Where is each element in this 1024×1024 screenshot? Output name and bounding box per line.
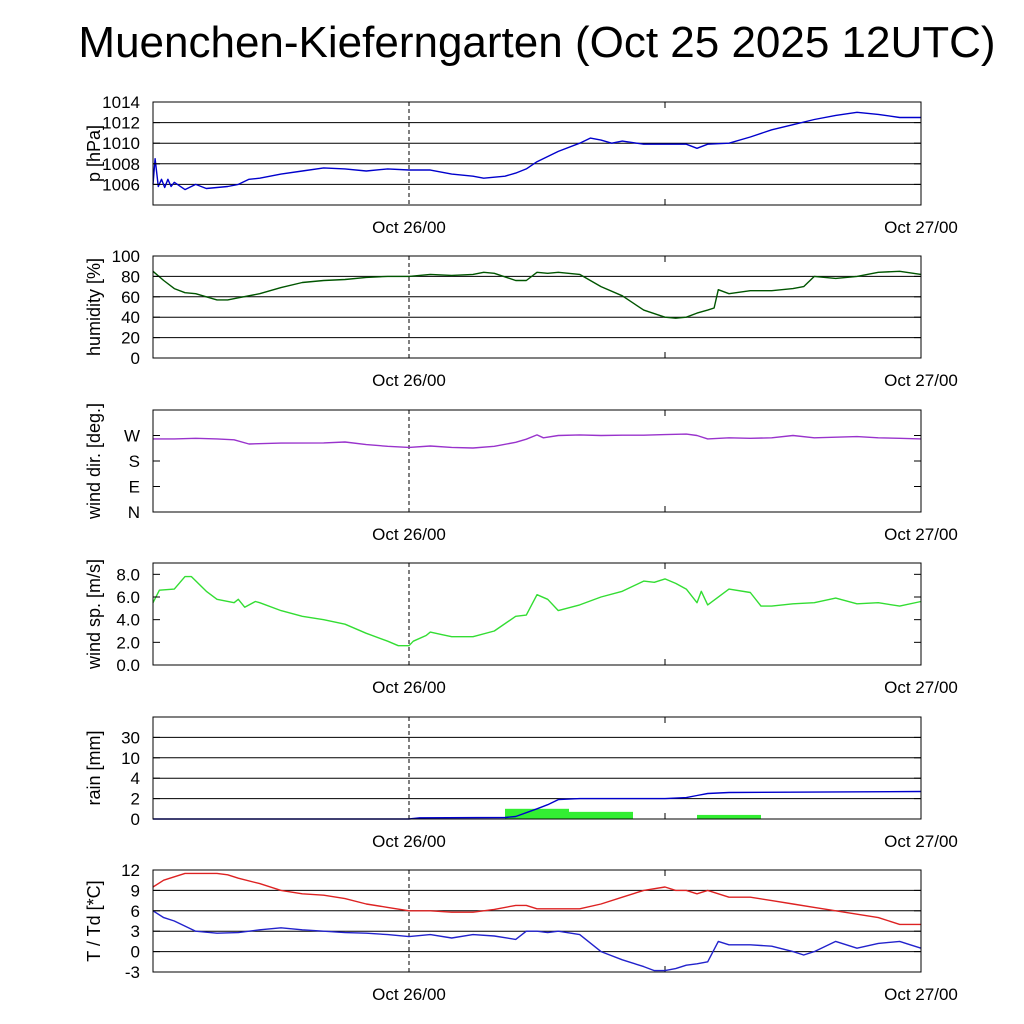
y-tick-label: E (129, 478, 140, 497)
x-tick-label: Oct 26/00 (372, 525, 446, 544)
y-tick-label: S (129, 452, 140, 471)
series-line-1 (153, 790, 922, 820)
y-tick-label: 1012 (102, 114, 140, 133)
x-tick-label: Oct 27/00 (884, 985, 958, 1004)
plot-frame (152, 869, 922, 973)
series-line-1 (152, 575, 922, 647)
plot-frame (152, 101, 922, 206)
y-tick-label: 9 (131, 881, 140, 900)
y-axis-title: wind sp. [m/s] (84, 559, 104, 670)
y-tick-label: 0 (131, 943, 140, 962)
y-tick-label: 20 (121, 329, 140, 348)
rain-bar (569, 811, 633, 819)
y-axis-title: rain [mm] (84, 730, 104, 805)
y-tick-label: 0.0 (116, 656, 140, 675)
y-tick-label: 30 (121, 728, 140, 747)
y-tick-label: 12 (121, 861, 140, 880)
rain-bar (697, 814, 761, 819)
x-tick-label: Oct 27/00 (884, 218, 958, 237)
y-tick-label: 4 (131, 769, 140, 788)
chart-title: Muenchen-Kieferngarten (Oct 25 2025 12UT… (78, 18, 996, 67)
x-tick-label: Oct 26/00 (372, 371, 446, 390)
y-axis-title: T / Td [*C] (84, 880, 104, 961)
panel-5: 02 410 30 rain [mm] Oct 26/00 Oct 27/00 (84, 716, 958, 851)
x-tick-label: Oct 26/00 (372, 678, 446, 697)
y-tick-label: 100 (112, 247, 140, 266)
rain-bar (505, 808, 569, 819)
series-line-1 (152, 111, 921, 191)
y-tick-label: W (124, 427, 140, 446)
y-tick-label: 0 (131, 810, 140, 829)
series-line-1 (152, 270, 922, 319)
x-tick-label: Oct 27/00 (884, 371, 958, 390)
plot-frame (152, 716, 922, 820)
y-tick-label: 1010 (102, 134, 140, 153)
y-tick-label: -3 (125, 963, 140, 982)
series-line-1 (153, 433, 922, 449)
y-tick-label: 60 (121, 288, 140, 307)
y-tick-label: 80 (121, 267, 140, 286)
y-tick-label: 2.0 (116, 633, 140, 652)
y-tick-label: 4.0 (116, 611, 140, 630)
x-tick-label: Oct 26/00 (372, 985, 446, 1004)
series-line-1 (152, 872, 921, 926)
y-axis-title: p [hPa] (84, 125, 104, 182)
y-tick-label: 6.0 (116, 588, 140, 607)
plot-frame (152, 255, 922, 359)
x-tick-label: Oct 26/00 (372, 832, 446, 851)
series-line-2 (152, 910, 922, 972)
y-tick-label: 40 (121, 308, 140, 327)
y-tick-label: 1014 (102, 93, 140, 112)
x-tick-label: Oct 27/00 (884, 678, 958, 697)
plot-frame (152, 409, 922, 513)
y-tick-label: 1006 (102, 175, 140, 194)
y-tick-label: 2 (131, 790, 140, 809)
y-tick-label: 6 (131, 902, 140, 921)
y-tick-label: 3 (131, 922, 140, 941)
plot-frame (152, 562, 922, 666)
y-axis-title: wind dir. [deg.] (84, 403, 104, 520)
y-tick-label: N (128, 503, 140, 522)
y-tick-label: 10 (121, 749, 140, 768)
panel-6: -30 36 912 T / Td [*C] Oct 26/00 Oct 27/00 (84, 861, 958, 1004)
x-tick-label: Oct 27/00 (884, 832, 958, 851)
y-tick-label: 1008 (102, 155, 140, 174)
y-axis-title: humidity [%] (84, 258, 104, 356)
x-tick-label: Oct 27/00 (884, 525, 958, 544)
y-tick-label: 0 (131, 349, 140, 368)
x-tick-label: Oct 26/00 (372, 218, 446, 237)
panel-4: 0.0 2.0 4.0 6.0 8.0 wind sp. [m/s] Oct 26/00 Oc… (84, 559, 958, 697)
y-tick-label: 8.0 (116, 565, 140, 584)
